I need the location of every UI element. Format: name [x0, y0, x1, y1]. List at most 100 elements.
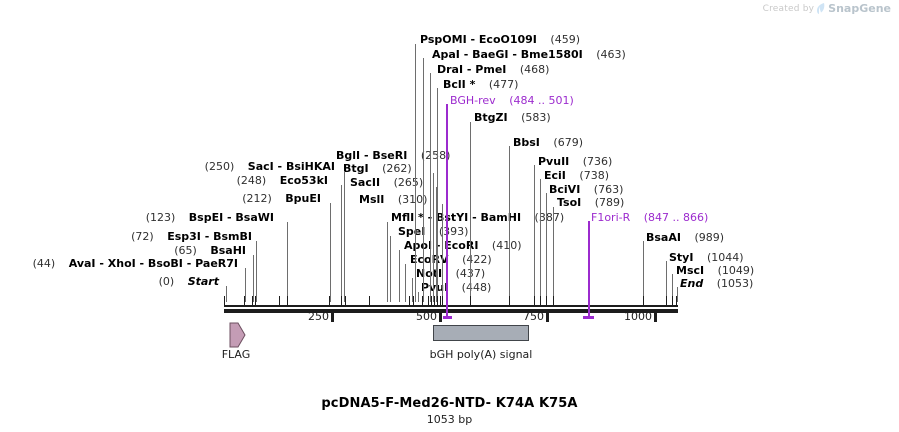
feature-bgh-polya-box[interactable] — [433, 325, 529, 341]
site-label-msci[interactable]: MscI (1049) — [676, 265, 754, 277]
leader-line — [405, 264, 406, 302]
leader-line — [226, 286, 227, 302]
site-label-drai[interactable]: DraI - PmeI (468) — [437, 64, 549, 76]
site-tick — [345, 296, 346, 305]
site-label-apai[interactable]: ApaI - BaeGI - Bme1580I (463) — [432, 49, 626, 61]
site-label-ecii[interactable]: EciI (738) — [544, 170, 609, 182]
site-tick — [428, 296, 429, 305]
site-label-noti[interactable]: NotI (437) — [416, 268, 485, 280]
feature-flag-arrow[interactable] — [229, 322, 247, 352]
site-label-avai[interactable]: (44) AvaI - XhoI - BsoBI - PaeR7I — [8, 258, 238, 270]
site-tick — [252, 296, 253, 305]
primer-label-f1ori-r[interactable]: F1ori-R (847 .. 866) — [591, 212, 708, 224]
site-label-apoi[interactable]: ApoI - EcoRI (410) — [404, 240, 522, 252]
site-label-ecorv[interactable]: EcoRV (422) — [410, 254, 492, 266]
watermark-brand: SnapGene — [828, 2, 891, 15]
site-enzymes: SacII — [350, 176, 381, 189]
site-enzymes: BtgI — [343, 162, 369, 175]
site-enzymes: SpeI — [398, 225, 426, 238]
site-enzymes: EcoRV — [410, 253, 449, 266]
site-tick — [434, 296, 435, 305]
site-label-bsahi[interactable]: (65) BsaHI — [30, 245, 246, 257]
site-position: (1053) — [716, 277, 754, 290]
leader-line — [666, 261, 667, 302]
primer-label-bgh-rev[interactable]: BGH-rev (484 .. 501) — [450, 95, 574, 107]
site-label-start[interactable]: (0) Start — [30, 276, 219, 288]
site-label-pspomi[interactable]: PspOMI - EcoO109I (459) — [420, 34, 580, 46]
site-tick — [540, 296, 541, 305]
site-position: (123) — [145, 211, 176, 224]
site-label-pvui[interactable]: PvuI (448) — [421, 282, 491, 294]
site-tick — [255, 296, 256, 305]
site-label-bcivi[interactable]: BciVI (763) — [549, 184, 623, 196]
axis-tick-750 — [546, 313, 549, 322]
site-position: (72) — [131, 230, 154, 243]
leader-line — [436, 187, 437, 302]
site-tick — [437, 296, 438, 305]
primer-mark-bgh-rev[interactable] — [446, 296, 448, 319]
site-label-bpuei[interactable]: (212) BpuEI — [40, 193, 321, 205]
site-label-bbsi[interactable]: BbsI (679) — [513, 137, 583, 149]
site-tick — [287, 296, 288, 305]
site-label-styi[interactable]: StyI (1044) — [669, 252, 744, 264]
site-label-pvuii[interactable]: PvuII (736) — [538, 156, 612, 168]
leader-line — [287, 222, 288, 302]
site-label-msli[interactable]: MslI (310) — [359, 194, 427, 206]
site-tick — [413, 296, 414, 305]
primer-name: BGH-rev — [450, 94, 496, 107]
leader-line — [509, 146, 510, 302]
site-enzymes: BglI - BseRI — [336, 149, 408, 162]
axis-tick-label-750: 750 — [523, 310, 544, 323]
site-position: (1044) — [706, 251, 744, 264]
axis-tick-label-1000: 1000 — [624, 310, 652, 323]
primer-tail-f1ori-r — [583, 316, 594, 319]
site-enzymes: DraI - PmeI — [437, 63, 507, 76]
site-position: (448) — [461, 281, 492, 294]
site-label-bspei[interactable]: (123) BspEI - BsaWI — [30, 212, 274, 224]
plasmid-length: 1053 bp — [426, 413, 473, 426]
site-label-bgli[interactable]: BglI - BseRI (258) — [336, 150, 450, 162]
site-enzymes: PspOMI - EcoO109I — [420, 33, 537, 46]
site-enzymes: BsaHI — [210, 244, 246, 257]
site-label-saci[interactable]: (250) SacI - BsiHKAI — [40, 161, 335, 173]
snapgene-leaf-icon — [817, 3, 825, 14]
leader-line — [390, 236, 391, 302]
site-position: (250) — [204, 160, 235, 173]
leader-line — [341, 185, 342, 302]
site-label-mfli[interactable]: MflI * - BstYI - BamHI (387) — [391, 212, 564, 224]
backbone-line-main[interactable] — [224, 309, 678, 313]
leader-line — [423, 58, 424, 302]
axis-tick-500 — [439, 313, 442, 322]
leader-line — [437, 88, 438, 302]
site-label-bsaai[interactable]: BsaAI (989) — [646, 232, 724, 244]
site-label-btgi[interactable]: BtgI (262) — [343, 163, 412, 175]
site-enzymes: PvuII — [538, 155, 570, 168]
site-label-sacii[interactable]: SacII (265) — [350, 177, 423, 189]
site-tick — [509, 296, 510, 305]
site-label-bcli[interactable]: BclI * (477) — [443, 79, 518, 91]
leader-line — [433, 173, 434, 302]
primer-mark-f1ori-r[interactable] — [588, 296, 590, 319]
site-position: (459) — [550, 33, 580, 46]
backbone-line-top — [224, 305, 678, 307]
site-position: (65) — [174, 244, 197, 257]
site-label-tsoi[interactable]: TsoI (789) — [557, 197, 624, 209]
leader-line — [344, 171, 345, 302]
site-position: (477) — [488, 78, 519, 91]
site-label-esp3i[interactable]: (72) Esp3I - BsmBI — [30, 231, 252, 243]
leader-line-primer — [446, 104, 448, 302]
leader-line — [470, 122, 471, 302]
leader-line — [256, 241, 257, 302]
leader-line — [553, 207, 554, 302]
site-position: (310) — [397, 193, 428, 206]
axis-tick-label-500: 500 — [416, 310, 437, 323]
site-position: (44) — [32, 257, 56, 270]
site-position: (262) — [382, 162, 412, 175]
site-label-eco53ki[interactable]: (248) Eco53kI — [40, 175, 328, 187]
leader-line — [253, 255, 254, 302]
site-label-btgzi[interactable]: BtgZI (583) — [474, 112, 551, 124]
site-enzymes: BclI * — [443, 78, 476, 91]
site-position: (463) — [596, 48, 626, 61]
site-label-end[interactable]: End (1053) — [680, 278, 753, 290]
site-position: (679) — [553, 136, 583, 149]
